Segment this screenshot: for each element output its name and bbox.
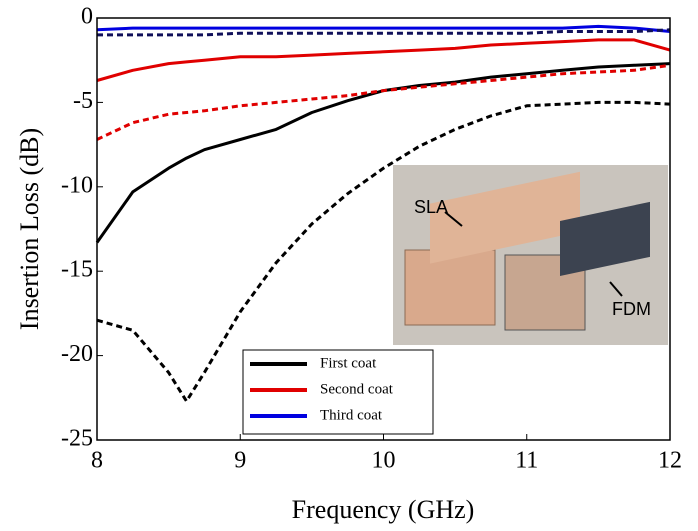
- y-tick-label: 0: [81, 4, 93, 30]
- x-tick-label: 12: [658, 448, 682, 474]
- sla-guide: [404, 249, 496, 326]
- x-tick-label: 11: [515, 448, 538, 474]
- x-axis-label: Frequency (GHz): [292, 495, 475, 524]
- y-tick-label: -20: [61, 341, 93, 367]
- sla-body: [430, 171, 580, 264]
- line-series: [96, 63, 671, 141]
- y-tick-label: -5: [73, 88, 93, 114]
- line-series: [96, 24, 671, 33]
- y-axis-label: Insertion Loss (dB): [15, 128, 44, 330]
- arrow: [444, 211, 463, 227]
- fdm-body: [560, 201, 650, 276]
- inset-photo: SLA FDM: [393, 165, 668, 345]
- annotation: SLA: [414, 197, 448, 217]
- legend-label: Second coat: [320, 381, 394, 397]
- line-series: [97, 28, 671, 37]
- plot-frame: [96, 17, 671, 441]
- x-tick-label: 10: [372, 448, 396, 474]
- line-series: [95, 62, 671, 244]
- x-tick-label: 8: [91, 448, 103, 474]
- legend-label: First coat: [320, 355, 377, 371]
- x-tick-label: 9: [234, 448, 246, 474]
- arrow: [609, 281, 623, 297]
- y-tick-label: -15: [61, 257, 93, 283]
- annotation: FDM: [612, 299, 651, 319]
- line-series: [96, 100, 671, 403]
- y-tick-label: -10: [61, 172, 93, 198]
- line-series: [96, 38, 671, 82]
- legend-label: Third coat: [320, 407, 383, 423]
- y-tick-label: -25: [61, 426, 93, 452]
